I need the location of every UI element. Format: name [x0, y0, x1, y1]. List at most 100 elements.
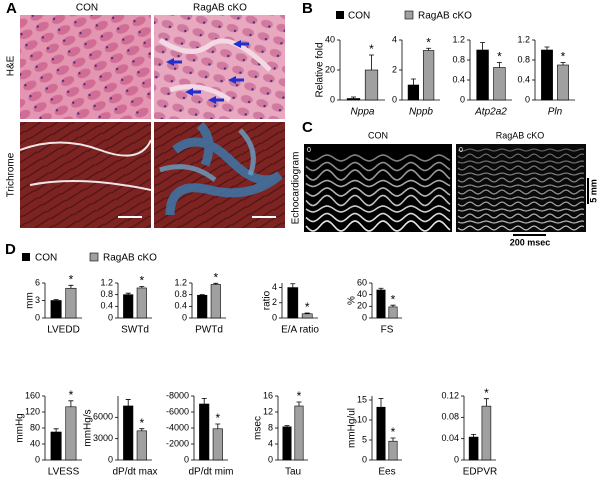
y-tick-label: 4 [392, 34, 397, 44]
bar [123, 405, 134, 461]
gap [19, 139, 152, 191]
bar [346, 98, 361, 101]
y-tick-label: 0 [330, 94, 335, 104]
arrows [166, 40, 249, 104]
row-label: Trichrome [6, 152, 17, 197]
y-tick-label: 40 [325, 34, 335, 44]
bar [282, 426, 292, 461]
y-tick-label: 0 [184, 454, 189, 464]
error-bar [483, 398, 489, 407]
y-tick-label: 0.4 [100, 301, 113, 311]
bar [136, 430, 147, 461]
y-tick-label: 0.08 [441, 412, 459, 422]
significance-mark: * [305, 300, 310, 314]
x-axis-label: Ees [378, 467, 395, 477]
echo-trace [457, 153, 585, 159]
y-tick-label: 8 [268, 422, 273, 432]
y-tick-label: 5 [362, 434, 367, 444]
panel-label: A [6, 0, 17, 17]
echo-trace [305, 220, 451, 232]
y-tick-label: 0 [268, 454, 273, 464]
echo-trace [457, 160, 585, 164]
significance-mark: * [561, 50, 566, 64]
y-tick-label: 15 [357, 394, 367, 404]
bar [476, 49, 489, 101]
column-label: CON [368, 130, 388, 140]
significance-mark: * [69, 273, 74, 287]
bar [65, 287, 77, 319]
y-tick-label: 0.4 [174, 301, 187, 311]
legend-label: CON [348, 11, 370, 22]
error-bar [390, 437, 396, 442]
bar [287, 287, 299, 319]
y-tick-label: 0 [362, 454, 367, 464]
x-axis-label: PWTd [195, 325, 223, 336]
error-bar [199, 294, 205, 296]
y-tick-label: 6000 [93, 412, 113, 422]
x-axis-label: EDPVR [463, 467, 497, 477]
y-tick-label: 3000 [93, 433, 113, 443]
significance-mark: * [369, 42, 374, 56]
echo-trace [305, 169, 451, 181]
x-axis-label: dP/dt max [112, 467, 157, 477]
y-axis-label: mmHg/ul [347, 408, 358, 448]
error-bar [68, 284, 74, 289]
y-tick-label: -8000 [166, 390, 189, 400]
fibrosis-area [159, 128, 256, 182]
echo-trace [457, 201, 585, 207]
arrow [185, 88, 201, 96]
legend-label: RagAB cKO [418, 11, 472, 22]
y-tick-label: 0.8 [100, 289, 113, 299]
error-bar [480, 42, 486, 50]
significance-mark: * [213, 270, 218, 284]
fibrosis-area [165, 121, 283, 216]
echo-trace [305, 154, 451, 162]
y-tick-label: 80 [30, 422, 40, 432]
legend-swatch [336, 11, 344, 19]
echo-trace [305, 187, 451, 197]
y-tick-label: 2 [392, 64, 397, 74]
significance-mark: * [139, 274, 144, 288]
error-bar [53, 299, 59, 301]
y-tick-label: 20 [325, 64, 335, 74]
error-bar [410, 78, 416, 85]
y-tick-label: 0 [35, 454, 40, 464]
y-tick-label: 12 [263, 406, 273, 416]
error-bar [304, 312, 310, 314]
echo-trace [305, 212, 451, 223]
echo-trace [457, 220, 585, 224]
y-tick-label: 4 [272, 282, 277, 292]
significance-mark: * [215, 411, 220, 425]
y-tick-label: 0 [392, 94, 397, 104]
y-axis-label: ratio [262, 290, 273, 310]
bar [197, 294, 208, 319]
y-tick-label: 40 [30, 438, 40, 448]
y-axis-label: Relative fold [315, 42, 326, 97]
echo-trace [457, 165, 585, 171]
bar [364, 69, 379, 101]
panel-label: C [302, 119, 313, 136]
x-axis-label: dP/dt mim [188, 467, 233, 477]
error-bar [215, 423, 221, 429]
error-bar [213, 282, 219, 285]
y-tick-label: 0.8 [452, 54, 465, 64]
error-bar [471, 434, 477, 438]
legend-swatch [404, 10, 414, 20]
error-bar [53, 428, 59, 432]
y-tick-label: 1.2 [100, 277, 113, 287]
y-tick-label: -2000 [166, 438, 189, 448]
significance-mark: * [139, 416, 144, 430]
y-tick-label: -6000 [166, 406, 189, 416]
x-axis-label: Nppa [351, 107, 375, 118]
significance-mark: * [391, 292, 396, 306]
y-tick-label: 1.2 [174, 277, 187, 287]
y-tick-label: 0.04 [441, 433, 459, 443]
echo-trace [457, 172, 585, 176]
y-tick-label: 20 [357, 301, 367, 311]
significance-mark: * [426, 35, 431, 49]
y-tick-label: 0.4 [452, 74, 465, 84]
y-axis-label: mm [25, 292, 36, 309]
x-axis-label: FS [381, 325, 394, 336]
panel-label: D [5, 241, 16, 258]
